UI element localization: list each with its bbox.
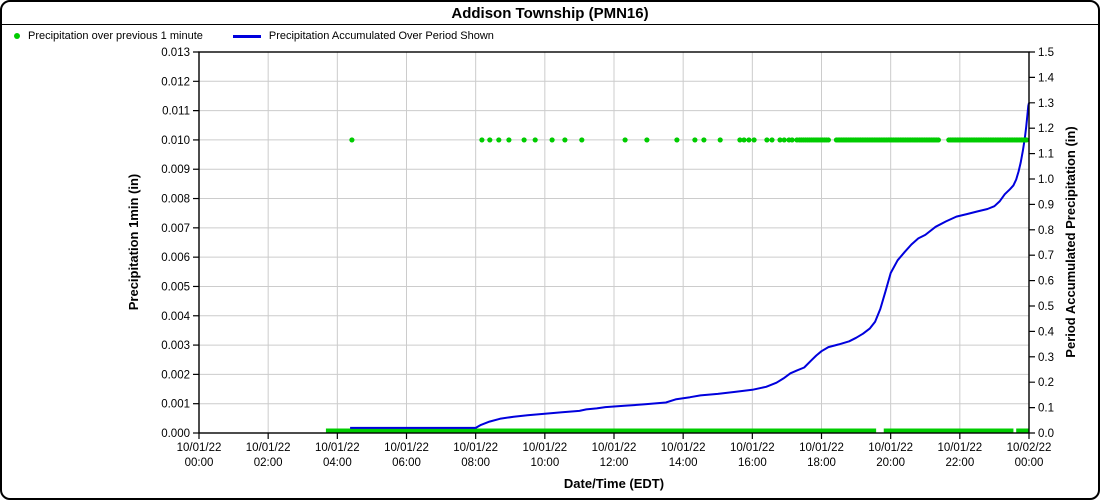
svg-text:10:00: 10:00	[530, 457, 559, 469]
left-axis-title: Precipitation 1min (in)	[126, 174, 141, 311]
svg-text:18:00: 18:00	[807, 457, 836, 469]
svg-text:10/01/22: 10/01/22	[799, 442, 844, 454]
svg-text:0.4: 0.4	[1038, 326, 1055, 338]
svg-text:0.008: 0.008	[161, 194, 190, 206]
svg-text:10/01/22: 10/01/22	[315, 442, 360, 454]
legend-label-precip-1min: Precipitation over previous 1 minute	[28, 30, 203, 42]
svg-text:0.6: 0.6	[1038, 276, 1054, 288]
blue-line-marker-icon	[232, 34, 261, 38]
grid-lines	[199, 51, 1029, 433]
svg-text:0.005: 0.005	[161, 281, 190, 293]
svg-text:10/01/22: 10/01/22	[177, 442, 222, 454]
x-axis-title: Date/Time (EDT)	[564, 476, 664, 491]
svg-text:0.004: 0.004	[161, 311, 190, 323]
svg-text:0.012: 0.012	[161, 76, 190, 88]
svg-text:00:00: 00:00	[1015, 457, 1044, 469]
svg-text:06:00: 06:00	[392, 457, 421, 469]
svg-text:10/01/22: 10/01/22	[661, 442, 706, 454]
svg-text:08:00: 08:00	[461, 457, 490, 469]
data-series	[325, 102, 1030, 434]
svg-text:0.8: 0.8	[1038, 225, 1054, 237]
svg-text:1.0: 1.0	[1038, 174, 1054, 186]
svg-text:0.013: 0.013	[161, 47, 190, 59]
svg-text:1.5: 1.5	[1038, 47, 1054, 59]
svg-text:1.3: 1.3	[1038, 98, 1054, 110]
svg-text:0.5: 0.5	[1038, 301, 1054, 313]
svg-text:20:00: 20:00	[876, 457, 905, 469]
legend: Precipitation over previous 1 minute Pre…	[10, 28, 520, 44]
svg-text:0.3: 0.3	[1038, 352, 1054, 364]
svg-text:0.9: 0.9	[1038, 199, 1054, 211]
svg-text:14:00: 14:00	[669, 457, 698, 469]
svg-text:0.001: 0.001	[161, 399, 190, 411]
svg-text:22:00: 22:00	[945, 457, 974, 469]
svg-text:12:00: 12:00	[600, 457, 629, 469]
svg-text:0.1: 0.1	[1038, 403, 1054, 415]
svg-text:10/01/22: 10/01/22	[868, 442, 913, 454]
svg-text:10/01/22: 10/01/22	[522, 442, 567, 454]
svg-text:10/01/22: 10/01/22	[246, 442, 291, 454]
svg-text:0.2: 0.2	[1038, 377, 1054, 389]
legend-label-accumulated: Precipitation Accumulated Over Period Sh…	[268, 30, 494, 42]
svg-text:04:00: 04:00	[323, 457, 352, 469]
svg-text:0.002: 0.002	[161, 369, 190, 381]
svg-text:16:00: 16:00	[738, 457, 767, 469]
chart-title: Addison Township (PMN16)	[451, 5, 649, 22]
svg-text:0.010: 0.010	[161, 135, 190, 147]
svg-text:1.2: 1.2	[1038, 123, 1054, 135]
svg-text:1.4: 1.4	[1038, 72, 1055, 84]
svg-text:02:00: 02:00	[254, 457, 283, 469]
svg-text:0.000: 0.000	[161, 428, 190, 440]
legend-item-accumulated: Precipitation Accumulated Over Period Sh…	[229, 30, 494, 42]
svg-text:10/01/22: 10/01/22	[453, 442, 498, 454]
green-dot-marker-icon	[14, 33, 20, 39]
svg-text:10/02/22: 10/02/22	[1007, 442, 1052, 454]
axes-and-ticks: 0.000 0.001 0.002 0.003 0.004 0.005 0.006 0.007…	[161, 47, 1054, 469]
svg-text:10/01/22: 10/01/22	[937, 442, 982, 454]
svg-text:10/01/22: 10/01/22	[730, 442, 775, 454]
title-separator	[2, 24, 1098, 25]
svg-text:10/01/22: 10/01/22	[384, 442, 429, 454]
svg-text:00:00: 00:00	[185, 457, 214, 469]
svg-text:1.1: 1.1	[1038, 149, 1054, 161]
svg-text:0.003: 0.003	[161, 340, 190, 352]
svg-text:0.009: 0.009	[161, 164, 190, 176]
svg-text:0.011: 0.011	[162, 106, 190, 118]
svg-text:0.007: 0.007	[161, 223, 190, 235]
svg-text:0.0: 0.0	[1038, 428, 1054, 440]
svg-text:0.006: 0.006	[161, 252, 190, 264]
right-axis-title: Period Accumulated Precipitation (in)	[1063, 126, 1078, 357]
legend-item-precip-1min: Precipitation over previous 1 minute	[10, 30, 203, 42]
svg-text:10/01/22: 10/01/22	[592, 442, 637, 454]
svg-text:0.7: 0.7	[1038, 250, 1054, 262]
